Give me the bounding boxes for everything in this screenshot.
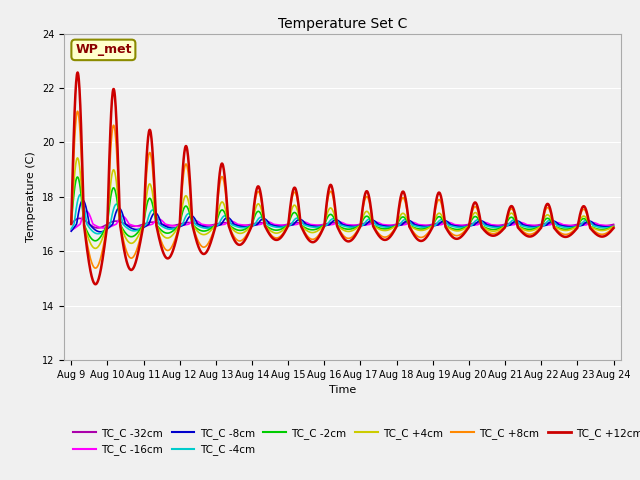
TC_C +4cm bbox=[175, 222, 183, 228]
TC_C +12cm bbox=[92, 281, 99, 287]
TC_C +12cm bbox=[610, 225, 618, 231]
TC_C -32cm bbox=[189, 220, 196, 226]
TC_C +12cm bbox=[189, 223, 196, 229]
TC_C -32cm bbox=[67, 221, 75, 227]
TC_C +4cm bbox=[189, 222, 196, 228]
TC_C -32cm bbox=[498, 222, 506, 228]
TC_C -16cm bbox=[546, 222, 554, 228]
TC_C +8cm bbox=[610, 224, 618, 230]
TC_C -2cm bbox=[175, 222, 183, 228]
TC_C +4cm bbox=[546, 214, 554, 219]
Title: Temperature Set C: Temperature Set C bbox=[278, 17, 407, 31]
TC_C -32cm bbox=[250, 221, 257, 227]
TC_C +12cm bbox=[74, 70, 81, 75]
TC_C -2cm bbox=[74, 174, 81, 180]
TC_C +8cm bbox=[175, 223, 183, 228]
TC_C +4cm bbox=[67, 221, 75, 227]
TC_C +12cm bbox=[498, 228, 506, 233]
TC_C -4cm bbox=[428, 224, 435, 229]
TC_C -2cm bbox=[498, 225, 506, 230]
TC_C +8cm bbox=[67, 221, 75, 227]
TC_C +8cm bbox=[189, 223, 196, 228]
TC_C +8cm bbox=[498, 227, 506, 232]
Line: TC_C -4cm: TC_C -4cm bbox=[71, 194, 614, 234]
TC_C +12cm bbox=[428, 227, 435, 233]
TC_C -4cm bbox=[250, 222, 257, 228]
TC_C -8cm bbox=[498, 224, 506, 229]
TC_C -8cm bbox=[546, 219, 554, 225]
TC_C -4cm bbox=[175, 223, 183, 229]
Line: TC_C -32cm: TC_C -32cm bbox=[71, 218, 614, 228]
TC_C +8cm bbox=[428, 226, 435, 231]
TC_C -32cm bbox=[610, 222, 618, 228]
Text: WP_met: WP_met bbox=[75, 43, 132, 56]
TC_C -8cm bbox=[175, 224, 183, 230]
TC_C -8cm bbox=[428, 223, 435, 229]
TC_C +8cm bbox=[74, 108, 81, 114]
TC_C -16cm bbox=[175, 223, 183, 228]
TC_C +12cm bbox=[175, 223, 183, 229]
TC_C +4cm bbox=[250, 216, 257, 221]
TC_C -16cm bbox=[67, 227, 75, 233]
TC_C -2cm bbox=[67, 221, 75, 227]
TC_C +4cm bbox=[428, 224, 435, 229]
TC_C +4cm bbox=[92, 245, 99, 251]
Y-axis label: Temperature (C): Temperature (C) bbox=[26, 151, 36, 242]
TC_C +4cm bbox=[74, 155, 81, 161]
TC_C +12cm bbox=[67, 221, 75, 227]
TC_C -16cm bbox=[249, 222, 257, 228]
TC_C -32cm bbox=[175, 221, 183, 227]
Line: TC_C +4cm: TC_C +4cm bbox=[71, 158, 614, 248]
TC_C -4cm bbox=[610, 224, 618, 229]
TC_C -4cm bbox=[94, 231, 102, 237]
TC_C -4cm bbox=[498, 224, 506, 230]
TC_C -2cm bbox=[610, 224, 618, 229]
TC_C +4cm bbox=[498, 225, 506, 231]
TC_C -2cm bbox=[189, 222, 196, 228]
TC_C -8cm bbox=[250, 223, 257, 228]
TC_C -2cm bbox=[428, 224, 435, 229]
TC_C -8cm bbox=[97, 229, 104, 235]
TC_C -8cm bbox=[189, 213, 196, 219]
TC_C +4cm bbox=[610, 224, 618, 229]
TC_C +8cm bbox=[546, 208, 554, 214]
TC_C -2cm bbox=[546, 216, 554, 222]
TC_C -16cm bbox=[427, 223, 435, 228]
TC_C -32cm bbox=[546, 220, 554, 226]
TC_C +12cm bbox=[250, 210, 257, 216]
TC_C -2cm bbox=[92, 238, 99, 244]
TC_C -16cm bbox=[610, 223, 618, 228]
Line: TC_C -16cm: TC_C -16cm bbox=[71, 211, 614, 230]
TC_C -4cm bbox=[546, 217, 554, 223]
TC_C -4cm bbox=[76, 192, 84, 197]
Line: TC_C -8cm: TC_C -8cm bbox=[71, 200, 614, 232]
TC_C -2cm bbox=[250, 218, 257, 224]
Legend: TC_C -32cm, TC_C -16cm, TC_C -8cm, TC_C -4cm, TC_C -2cm, TC_C +4cm, TC_C +8cm, T: TC_C -32cm, TC_C -16cm, TC_C -8cm, TC_C … bbox=[69, 424, 640, 459]
TC_C -16cm bbox=[188, 218, 196, 224]
TC_C -8cm bbox=[67, 228, 75, 234]
TC_C -32cm bbox=[76, 216, 83, 221]
TC_C +8cm bbox=[250, 212, 257, 217]
TC_C -32cm bbox=[94, 225, 102, 231]
X-axis label: Time: Time bbox=[329, 385, 356, 395]
TC_C -4cm bbox=[67, 226, 75, 232]
TC_C -32cm bbox=[428, 222, 435, 228]
Line: TC_C -2cm: TC_C -2cm bbox=[71, 177, 614, 241]
Line: TC_C +8cm: TC_C +8cm bbox=[71, 111, 614, 268]
TC_C -8cm bbox=[610, 223, 618, 229]
TC_C +12cm bbox=[546, 205, 554, 211]
TC_C +8cm bbox=[92, 265, 99, 271]
TC_C -4cm bbox=[189, 215, 196, 221]
TC_C -16cm bbox=[83, 208, 90, 214]
TC_C -16cm bbox=[498, 223, 506, 228]
TC_C -8cm bbox=[79, 197, 87, 203]
Line: TC_C +12cm: TC_C +12cm bbox=[71, 72, 614, 284]
